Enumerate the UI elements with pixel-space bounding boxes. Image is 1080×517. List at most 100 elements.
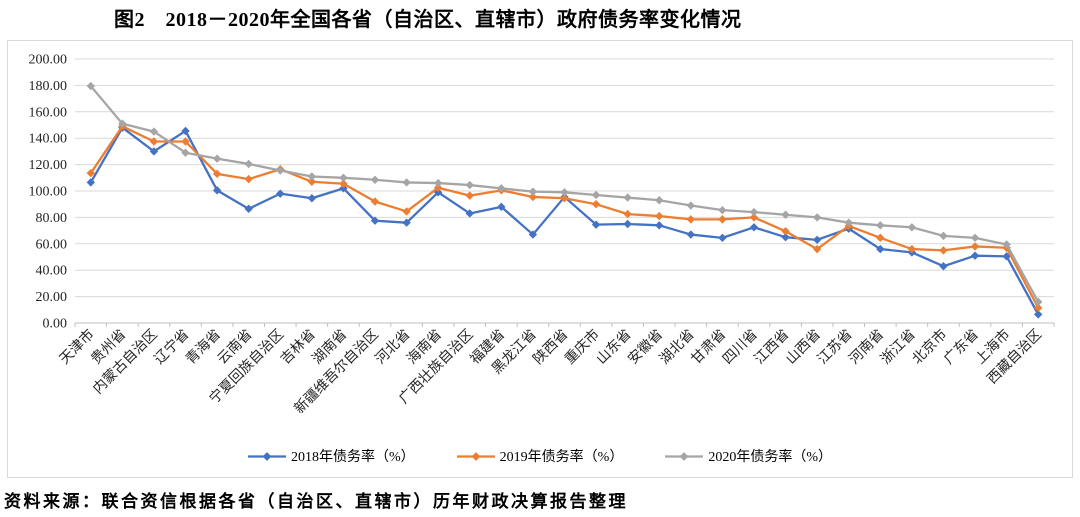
data-point-marker: [591, 200, 601, 209]
legend-label-2020: 2020年债务率（%）: [708, 450, 832, 465]
data-point-marker: [370, 197, 380, 206]
data-point-marker: [591, 220, 601, 229]
y-tick-label: 200.00: [29, 53, 68, 68]
data-point-marker: [244, 174, 253, 184]
data-point-marker: [718, 215, 727, 224]
x-category-label: 青海省: [183, 327, 224, 368]
data-point-marker: [686, 230, 696, 239]
data-point-marker: [276, 189, 285, 198]
data-point-marker: [655, 196, 664, 205]
x-category-label: 江苏省: [815, 327, 856, 368]
data-point-marker: [370, 175, 380, 184]
legend-diamond-swatch: [471, 451, 481, 461]
x-category-label: 天津市: [56, 326, 98, 368]
data-point-marker: [939, 246, 948, 255]
data-point-marker: [465, 209, 474, 218]
data-point-marker: [402, 178, 411, 187]
data-point-marker: [339, 184, 348, 193]
data-point-marker: [781, 210, 790, 219]
y-tick-label: 60.00: [36, 237, 68, 252]
chart-area: 0.00 20.00 40.00 60.00 80.00 100.00 120.00 140.…: [7, 40, 1073, 478]
x-category-label: 重庆市: [561, 326, 603, 368]
data-point-marker: [528, 230, 538, 239]
y-tick-label: 140.00: [29, 132, 68, 147]
data-point-marker: [623, 193, 632, 202]
y-tick-label: 180.00: [29, 79, 68, 94]
data-point-marker: [749, 207, 759, 217]
data-point-marker: [1002, 252, 1011, 261]
legend-label-2019: 2019年债务率（%）: [499, 450, 624, 465]
x-category-label: 北京市: [909, 326, 951, 368]
y-tick-label: 80.00: [36, 211, 68, 226]
data-point-marker: [781, 233, 790, 242]
data-point-marker: [244, 159, 253, 169]
x-category-label: 安徽省: [625, 327, 666, 368]
data-point-marker: [497, 184, 506, 193]
x-category-label: 广东省: [941, 327, 982, 368]
data-point-marker: [181, 137, 190, 146]
y-tick-label: 120.00: [29, 158, 68, 173]
data-point-marker: [307, 177, 317, 186]
x-category-label: 山东省: [593, 327, 634, 368]
data-point-marker: [970, 251, 980, 260]
data-point-marker: [844, 218, 853, 227]
data-point-marker: [402, 207, 411, 216]
x-category-label: 湖北省: [657, 327, 698, 368]
data-point-marker: [812, 235, 822, 245]
data-point-marker: [433, 178, 443, 188]
data-point-marker: [1034, 310, 1043, 319]
legend-item-2018: 2018年债务率（%）: [247, 446, 415, 466]
x-category-label: 山西省: [783, 327, 824, 368]
source-note: 资料来源：联合资信根据各省（自治区、直辖市）历年财政决算报告整理: [4, 492, 628, 511]
data-point-marker: [528, 192, 538, 202]
data-point-marker: [276, 166, 285, 175]
data-point-marker: [623, 219, 632, 229]
legend-item-2020: 2020年债务率（%）: [665, 446, 832, 466]
data-point-marker: [970, 242, 980, 251]
data-point-marker: [1034, 303, 1043, 313]
data-point-marker: [876, 233, 885, 243]
data-point-marker: [212, 169, 222, 179]
data-point-marker: [876, 221, 885, 230]
data-point-marker: [876, 244, 885, 254]
y-tick-label: 40.00: [36, 264, 68, 279]
data-point-marker: [939, 231, 948, 241]
data-point-marker: [307, 194, 317, 203]
legend-marker-2020-icon: [665, 451, 704, 461]
data-point-marker: [718, 205, 727, 215]
data-point-marker: [1034, 297, 1043, 307]
legend-label-2018: 2018年债务率（%）: [290, 450, 415, 465]
x-category-label: 浙江省: [878, 327, 919, 368]
legend-item-2019: 2019年债务率（%）: [456, 446, 624, 466]
data-point-marker: [307, 172, 317, 181]
chart-legend: 2018年债务率（%） 2019年债务率（%） 2020年债务率（%）: [8, 446, 1072, 466]
data-point-marker: [591, 190, 601, 200]
data-point-marker: [181, 148, 190, 157]
y-tick-label: 20.00: [36, 290, 68, 305]
data-point-marker: [181, 126, 190, 136]
data-point-marker: [433, 183, 443, 192]
y-tick-label: 0.00: [43, 317, 68, 332]
legend-diamond-swatch: [262, 451, 272, 461]
x-category-label: 江西省: [751, 327, 792, 368]
data-point-marker: [402, 218, 411, 227]
data-point-marker: [212, 154, 222, 163]
data-point-marker: [149, 127, 159, 136]
data-point-marker: [497, 202, 506, 212]
x-category-label: 河南省: [846, 327, 887, 368]
y-tick-label: 160.00: [29, 105, 68, 120]
data-point-marker: [244, 204, 253, 214]
data-point-marker: [339, 173, 348, 182]
x-category-label: 吉林省: [278, 327, 319, 368]
legend-marker-2018-icon: [247, 451, 286, 461]
series-line-2018年债务率（%）: [89, 126, 1040, 316]
data-point-marker: [812, 244, 822, 254]
data-point-marker: [560, 194, 569, 203]
data-point-marker: [118, 119, 127, 128]
data-point-marker: [781, 227, 790, 236]
data-point-marker: [718, 233, 727, 243]
chart-plot: 0.00 20.00 40.00 60.00 80.00 100.00 120.00 140.…: [29, 53, 1055, 417]
legend-marker-2019-icon: [456, 451, 495, 461]
x-category-label: 四川省: [720, 327, 761, 368]
